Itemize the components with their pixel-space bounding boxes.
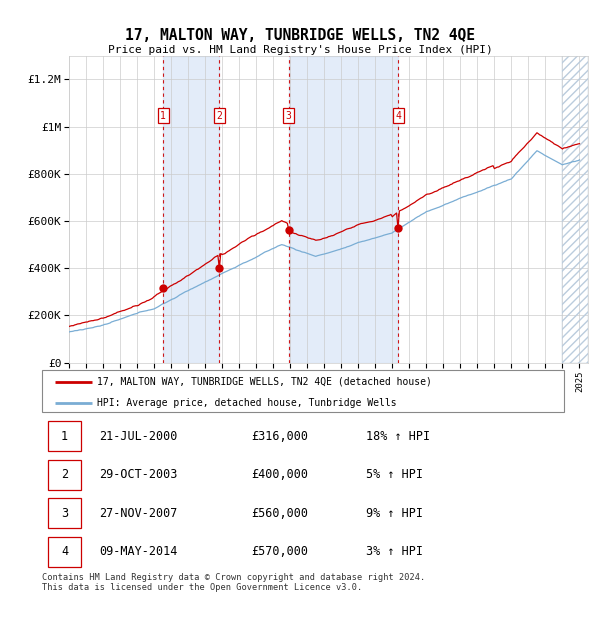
Text: £316,000: £316,000 (251, 430, 308, 443)
Text: Contains HM Land Registry data © Crown copyright and database right 2024.
This d: Contains HM Land Registry data © Crown c… (42, 573, 425, 592)
Text: 29-OCT-2003: 29-OCT-2003 (100, 469, 178, 481)
Text: 17, MALTON WAY, TUNBRIDGE WELLS, TN2 4QE (detached house): 17, MALTON WAY, TUNBRIDGE WELLS, TN2 4QE… (97, 377, 431, 387)
Text: 3% ↑ HPI: 3% ↑ HPI (365, 546, 422, 558)
Text: 9% ↑ HPI: 9% ↑ HPI (365, 507, 422, 520)
Text: 2: 2 (217, 110, 222, 121)
Text: 1: 1 (160, 110, 166, 121)
Bar (562, 56, 588, 363)
FancyBboxPatch shape (42, 370, 564, 412)
FancyBboxPatch shape (48, 422, 80, 451)
Text: 5% ↑ HPI: 5% ↑ HPI (365, 469, 422, 481)
Text: 21-JUL-2000: 21-JUL-2000 (100, 430, 178, 443)
FancyBboxPatch shape (48, 498, 80, 528)
Text: HPI: Average price, detached house, Tunbridge Wells: HPI: Average price, detached house, Tunb… (97, 398, 397, 408)
FancyBboxPatch shape (48, 537, 80, 567)
Text: 17, MALTON WAY, TUNBRIDGE WELLS, TN2 4QE: 17, MALTON WAY, TUNBRIDGE WELLS, TN2 4QE (125, 28, 475, 43)
Bar (289, 56, 398, 363)
Text: 2: 2 (61, 469, 68, 481)
Text: 1: 1 (61, 430, 68, 443)
Text: 4: 4 (395, 110, 401, 121)
Text: 3: 3 (61, 507, 68, 520)
Text: 18% ↑ HPI: 18% ↑ HPI (365, 430, 430, 443)
Text: Price paid vs. HM Land Registry's House Price Index (HPI): Price paid vs. HM Land Registry's House … (107, 45, 493, 55)
Text: 27-NOV-2007: 27-NOV-2007 (100, 507, 178, 520)
Text: 4: 4 (61, 546, 68, 558)
Text: £400,000: £400,000 (251, 469, 308, 481)
FancyBboxPatch shape (48, 460, 80, 490)
Text: 09-MAY-2014: 09-MAY-2014 (100, 546, 178, 558)
Text: £560,000: £560,000 (251, 507, 308, 520)
Text: £570,000: £570,000 (251, 546, 308, 558)
Text: 3: 3 (286, 110, 292, 121)
Bar (163, 56, 219, 363)
